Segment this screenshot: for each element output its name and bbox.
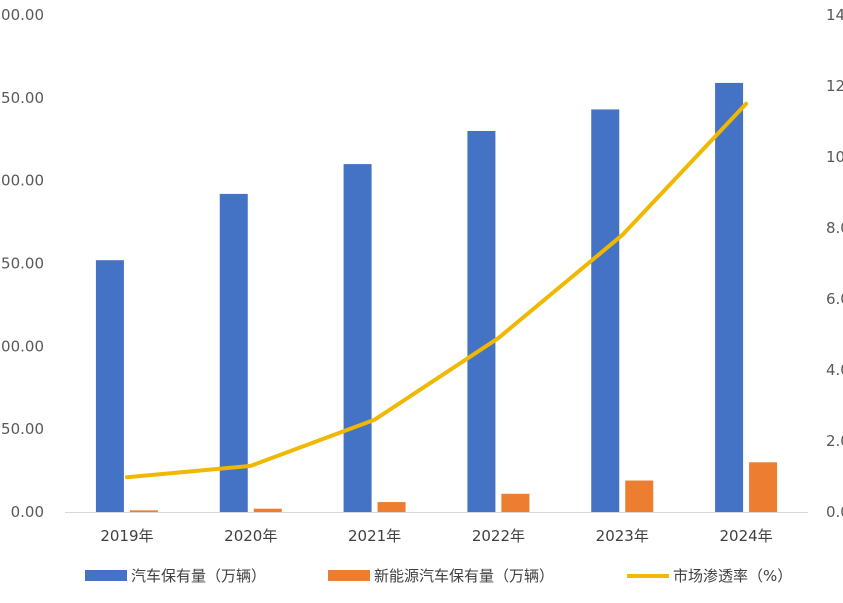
left-tick-label: 100.00 bbox=[0, 337, 44, 355]
left-tick-label: 300.00 bbox=[0, 6, 44, 24]
bar-series-group bbox=[95, 82, 778, 513]
bar-nev-ownership bbox=[625, 480, 654, 512]
right-tick-label: 10.00 bbox=[826, 148, 843, 166]
legend-swatch bbox=[85, 570, 127, 581]
left-tick-label: 200.00 bbox=[0, 172, 44, 190]
bar-nev-ownership bbox=[501, 493, 530, 512]
left-axis-ticks: 0.00 50.00 100.00 150.00 200.00 250.00 300.00 bbox=[0, 6, 44, 521]
x-tick-label: 2020年 bbox=[224, 527, 277, 545]
left-tick-label: 50.00 bbox=[1, 420, 44, 438]
bar-car-ownership bbox=[343, 164, 372, 512]
right-axis-ticks: 0.00 2.00 4.00 6.00 8.00 10.00 12.00 14.00 bbox=[826, 6, 843, 521]
penetration-rate-line bbox=[124, 101, 749, 480]
bar-car-ownership bbox=[715, 82, 744, 512]
left-tick-label: 250.00 bbox=[0, 89, 44, 107]
bar-nev-ownership bbox=[129, 510, 158, 512]
bar-car-ownership bbox=[467, 130, 496, 512]
bar-nev-ownership bbox=[749, 462, 778, 512]
x-tick-label: 2022年 bbox=[472, 527, 525, 545]
x-tick-label: 2024年 bbox=[719, 527, 772, 545]
legend-swatch bbox=[328, 570, 370, 581]
right-tick-label: 6.00 bbox=[826, 290, 843, 308]
bar-nev-ownership bbox=[253, 508, 282, 512]
right-tick-label: 2.00 bbox=[826, 432, 843, 450]
bar-nev-ownership bbox=[377, 502, 406, 512]
right-tick-label: 14.00 bbox=[826, 6, 843, 24]
left-tick-label: 150.00 bbox=[0, 255, 44, 273]
left-tick-label: 0.00 bbox=[11, 503, 44, 521]
right-tick-label: 0.00 bbox=[826, 503, 843, 521]
right-tick-label: 4.00 bbox=[826, 361, 843, 379]
x-tick-label: 2021年 bbox=[348, 527, 401, 545]
legend-label: 市场渗透率（%） bbox=[673, 567, 792, 585]
legend: 汽车保有量（万辆） 新能源汽车保有量（万辆） 市场渗透率（%） bbox=[85, 567, 792, 585]
x-axis-ticks: 2019年 2020年 2021年 2022年 2023年 2024年 bbox=[100, 527, 772, 545]
right-tick-label: 12.00 bbox=[826, 77, 843, 95]
x-tick-label: 2019年 bbox=[100, 527, 153, 545]
bar-car-ownership bbox=[219, 193, 248, 513]
bar-car-ownership bbox=[95, 260, 124, 512]
legend-label: 汽车保有量（万辆） bbox=[131, 567, 266, 585]
line-series-group bbox=[124, 101, 749, 480]
legend-label: 新能源汽车保有量（万辆） bbox=[374, 567, 554, 585]
x-tick-label: 2023年 bbox=[596, 527, 649, 545]
right-tick-label: 8.00 bbox=[826, 219, 843, 237]
bar-car-ownership bbox=[591, 109, 620, 513]
